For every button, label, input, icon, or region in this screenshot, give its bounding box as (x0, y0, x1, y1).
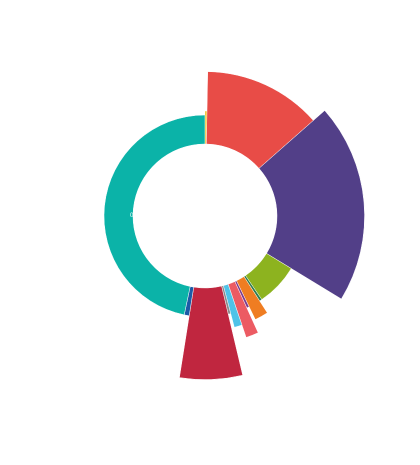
pie-slice-11[interactable] (179, 285, 244, 380)
pie-slice-13[interactable] (103, 114, 206, 316)
pie-slice-3[interactable] (258, 110, 365, 300)
chart-slices (103, 71, 365, 380)
inner-tick-label: 0 (130, 213, 134, 219)
